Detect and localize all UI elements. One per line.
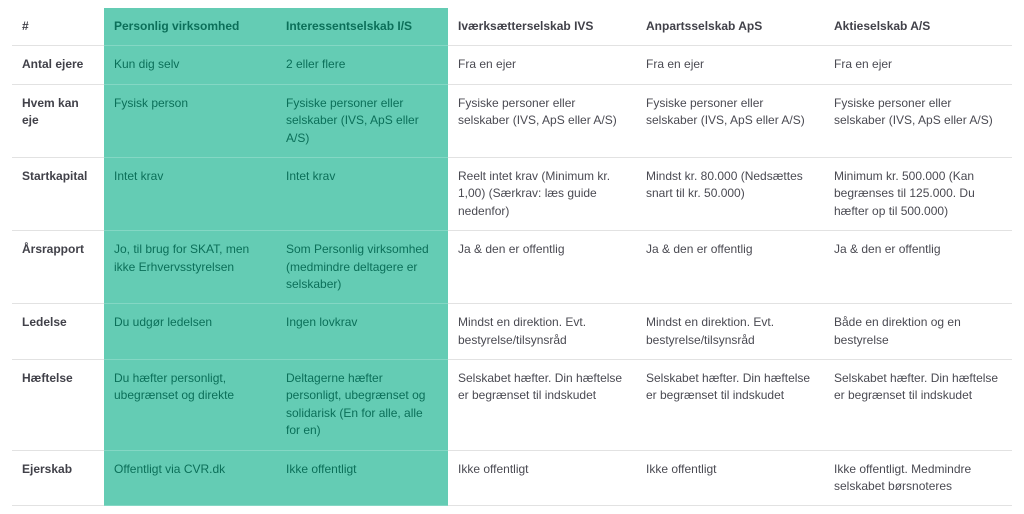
cell: Mindst kr. 80.000 (Nedsættes snart til k… (636, 157, 824, 230)
cell: Kun dig selv (104, 46, 276, 84)
table-row: Ledelse Du udgør ledelsen Ingen lovkrav … (12, 304, 1012, 360)
cell: Både en direktion og en bestyrelse (824, 304, 1012, 360)
row-head-antal-ejere: Antal ejere (12, 46, 104, 84)
company-forms-table: # Personlig virksomhed Interessentselska… (12, 8, 1012, 506)
cell: Fysiske personer eller selskaber (IVS, A… (276, 84, 448, 157)
cell: Jo, til brug for SKAT, men ikke Erhvervs… (104, 231, 276, 304)
cell: Fra en ejer (448, 46, 636, 84)
table-row: Årsrapport Jo, til brug for SKAT, men ik… (12, 231, 1012, 304)
col-head-ivaerksaetterselskab: Iværksætterselskab IVS (448, 8, 636, 46)
row-head-ejerskab: Ejerskab (12, 450, 104, 506)
table-row: Antal ejere Kun dig selv 2 eller flere F… (12, 46, 1012, 84)
cell: Fysiske personer eller selskaber (IVS, A… (636, 84, 824, 157)
col-head-personlig-virksomhed: Personlig virksomhed (104, 8, 276, 46)
table-row: Hæftelse Du hæfter personligt, ubegrænse… (12, 360, 1012, 451)
col-head-aktieselskab: Aktieselskab A/S (824, 8, 1012, 46)
row-head-hvem-kan-eje: Hvem kan eje (12, 84, 104, 157)
col-head-interessentselskab: Interessentselskab I/S (276, 8, 448, 46)
cell: Fysisk person (104, 84, 276, 157)
cell: Selskabet hæfter. Din hæftelse er begræn… (824, 360, 1012, 451)
cell: Ikke offentligt (636, 450, 824, 506)
table-header-row: # Personlig virksomhed Interessentselska… (12, 8, 1012, 46)
cell: 2 eller flere (276, 46, 448, 84)
cell: Offentligt via CVR.dk (104, 450, 276, 506)
cell: Ikke offentligt (448, 450, 636, 506)
row-head-haeftelse: Hæftelse (12, 360, 104, 451)
cell: Ikke offentligt (276, 450, 448, 506)
cell: Intet krav (104, 157, 276, 230)
cell: Som Personlig virksomhed (medmindre delt… (276, 231, 448, 304)
row-head-aarsrapport: Årsrapport (12, 231, 104, 304)
table-row: Hvem kan eje Fysisk person Fysiske perso… (12, 84, 1012, 157)
table-row: Ejerskab Offentligt via CVR.dk Ikke offe… (12, 450, 1012, 506)
cell: Fra en ejer (824, 46, 1012, 84)
cell: Intet krav (276, 157, 448, 230)
cell: Du hæfter personligt, ubegrænset og dire… (104, 360, 276, 451)
cell: Mindst en direktion. Evt. bestyrelse/til… (448, 304, 636, 360)
table-row: Startkapital Intet krav Intet krav Reelt… (12, 157, 1012, 230)
cell: Selskabet hæfter. Din hæftelse er begræn… (636, 360, 824, 451)
cell: Ja & den er offentlig (824, 231, 1012, 304)
cell: Ja & den er offentlig (636, 231, 824, 304)
cell: Fysiske personer eller selskaber (IVS, A… (824, 84, 1012, 157)
cell: Reelt intet krav (Minimum kr. 1,00) (Sær… (448, 157, 636, 230)
col-head-hash: # (12, 8, 104, 46)
row-head-startkapital: Startkapital (12, 157, 104, 230)
cell: Minimum kr. 500.000 (Kan begrænses til 1… (824, 157, 1012, 230)
cell: Ingen lovkrav (276, 304, 448, 360)
cell: Fysiske personer eller selskaber (IVS, A… (448, 84, 636, 157)
cell: Selskabet hæfter. Din hæftelse er begræn… (448, 360, 636, 451)
cell: Deltagerne hæfter personligt, ubegrænset… (276, 360, 448, 451)
row-head-ledelse: Ledelse (12, 304, 104, 360)
cell: Ja & den er offentlig (448, 231, 636, 304)
cell: Du udgør ledelsen (104, 304, 276, 360)
table-body: Antal ejere Kun dig selv 2 eller flere F… (12, 46, 1012, 506)
cell: Ikke offentligt. Medmindre selskabet bør… (824, 450, 1012, 506)
cell: Mindst en direktion. Evt. bestyrelse/til… (636, 304, 824, 360)
cell: Fra en ejer (636, 46, 824, 84)
col-head-anpartsselskab: Anpartsselskab ApS (636, 8, 824, 46)
